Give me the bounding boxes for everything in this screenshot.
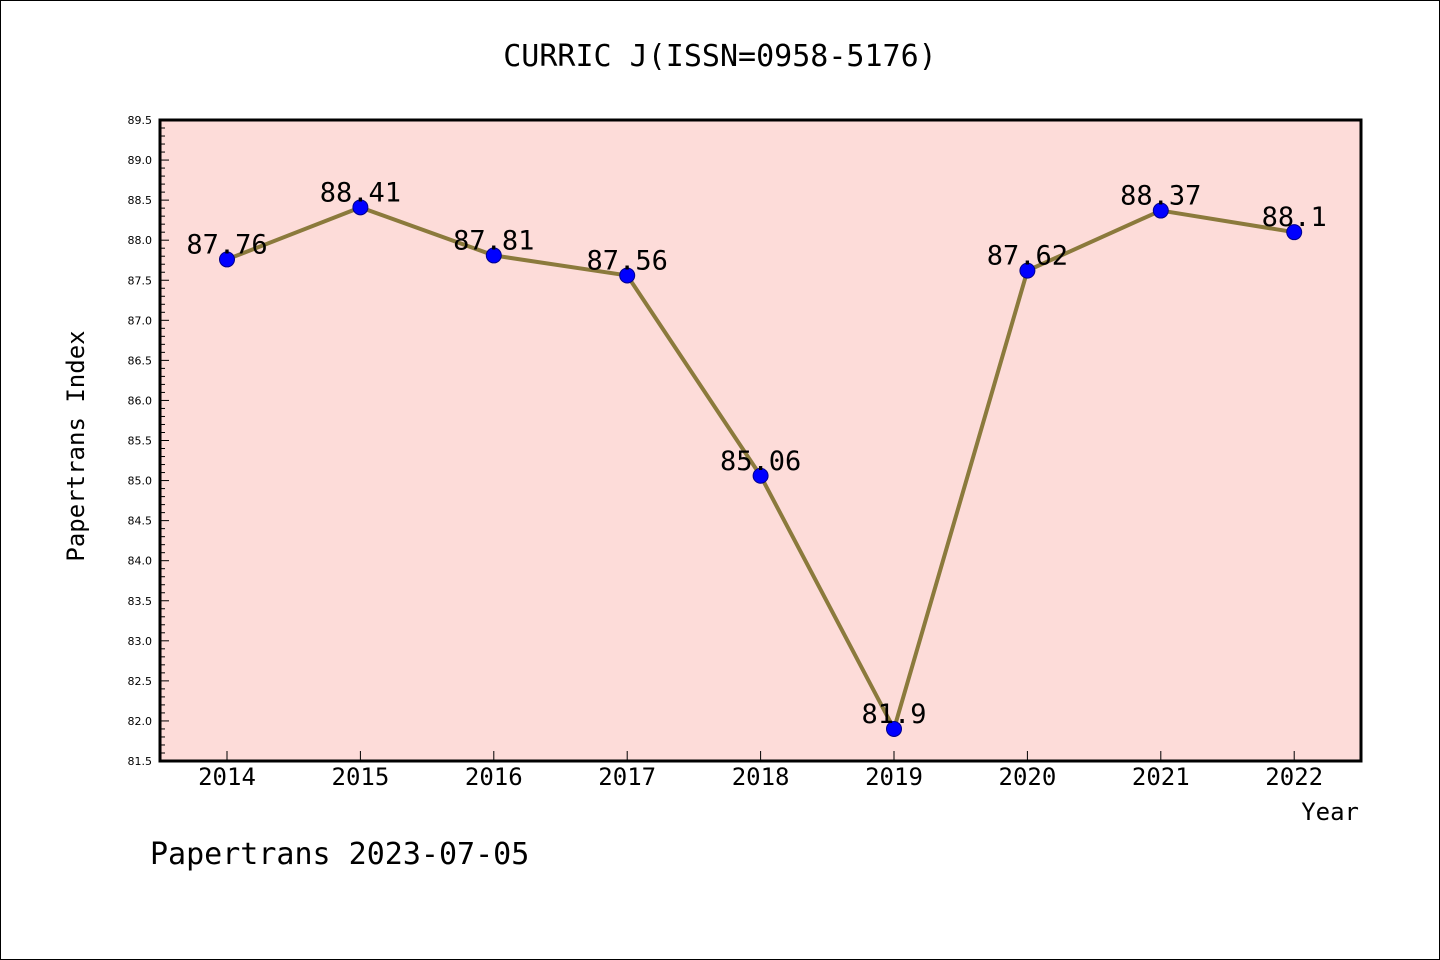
data-label: 81.9	[861, 699, 926, 730]
y-axis-label: Papertrans Index	[62, 330, 90, 561]
x-axis: 2014 2015 2016 2017 2018 2019 2020 2021 2022	[198, 751, 1323, 791]
y-tick-label: 82.5	[128, 675, 153, 688]
data-point	[352, 199, 369, 216]
y-tick-label: 89.0	[128, 154, 153, 167]
data-point	[219, 251, 235, 268]
data-label: 87.76	[186, 229, 267, 260]
x-tick-label: 2019	[865, 763, 923, 791]
x-tick-label: 2014	[198, 763, 256, 791]
data-point	[1019, 262, 1036, 279]
y-tick-label: 86.0	[128, 394, 153, 407]
data-label: 88.1	[1262, 202, 1327, 233]
y-tick-label: 83.5	[128, 595, 153, 608]
x-tick-label: 2018	[732, 763, 790, 791]
plot-area	[160, 120, 1361, 761]
x-tick-label: 2015	[332, 763, 390, 791]
data-markers	[219, 199, 1303, 737]
chart-title: CURRIC J(ISSN=0958-5176)	[503, 39, 936, 74]
x-axis-label: Year	[1301, 798, 1359, 826]
data-point	[886, 720, 902, 737]
data-point	[1286, 224, 1303, 241]
y-tick-label: 87.5	[128, 274, 153, 287]
data-label: 87.62	[987, 241, 1068, 272]
data-label: 88.41	[320, 177, 401, 208]
data-point	[619, 267, 636, 284]
y-tick-label: 84.0	[128, 555, 153, 568]
y-tick-label: 87.0	[128, 314, 153, 327]
y-tick-label: 85.0	[128, 475, 153, 488]
data-label: 87.56	[587, 245, 668, 276]
y-tick-label: 88.5	[128, 194, 153, 207]
plot-border	[158, 118, 1363, 763]
y-tick-label: 83.0	[128, 635, 153, 648]
y-tick-label: 82.0	[128, 715, 153, 728]
x-tick-label: 2021	[1132, 763, 1190, 791]
y-tick-label: 81.5	[128, 755, 153, 768]
data-labels: 87.76 88.41 87.81 87.56 85.06 81.9 87.62 88.37 8…	[186, 177, 1326, 730]
y-tick-label: 85.5	[128, 435, 153, 448]
x-tick-label: 2016	[465, 763, 523, 791]
x-tick-label: 2017	[598, 763, 656, 791]
data-point	[752, 467, 769, 484]
x-tick-label: 2022	[1265, 763, 1323, 791]
footer-watermark: Papertrans 2023-07-05	[150, 837, 529, 872]
y-tick-label: 86.5	[128, 354, 153, 367]
data-label: 87.81	[453, 225, 534, 256]
data-point	[485, 247, 502, 264]
data-label: 85.06	[720, 446, 801, 477]
y-tick-label: 89.5	[128, 114, 153, 127]
data-point	[1152, 202, 1169, 219]
x-tick-label: 2020	[999, 763, 1057, 791]
data-label: 88.37	[1120, 181, 1201, 212]
y-tick-label: 88.0	[128, 234, 153, 247]
y-tick-label: 84.5	[128, 515, 153, 528]
